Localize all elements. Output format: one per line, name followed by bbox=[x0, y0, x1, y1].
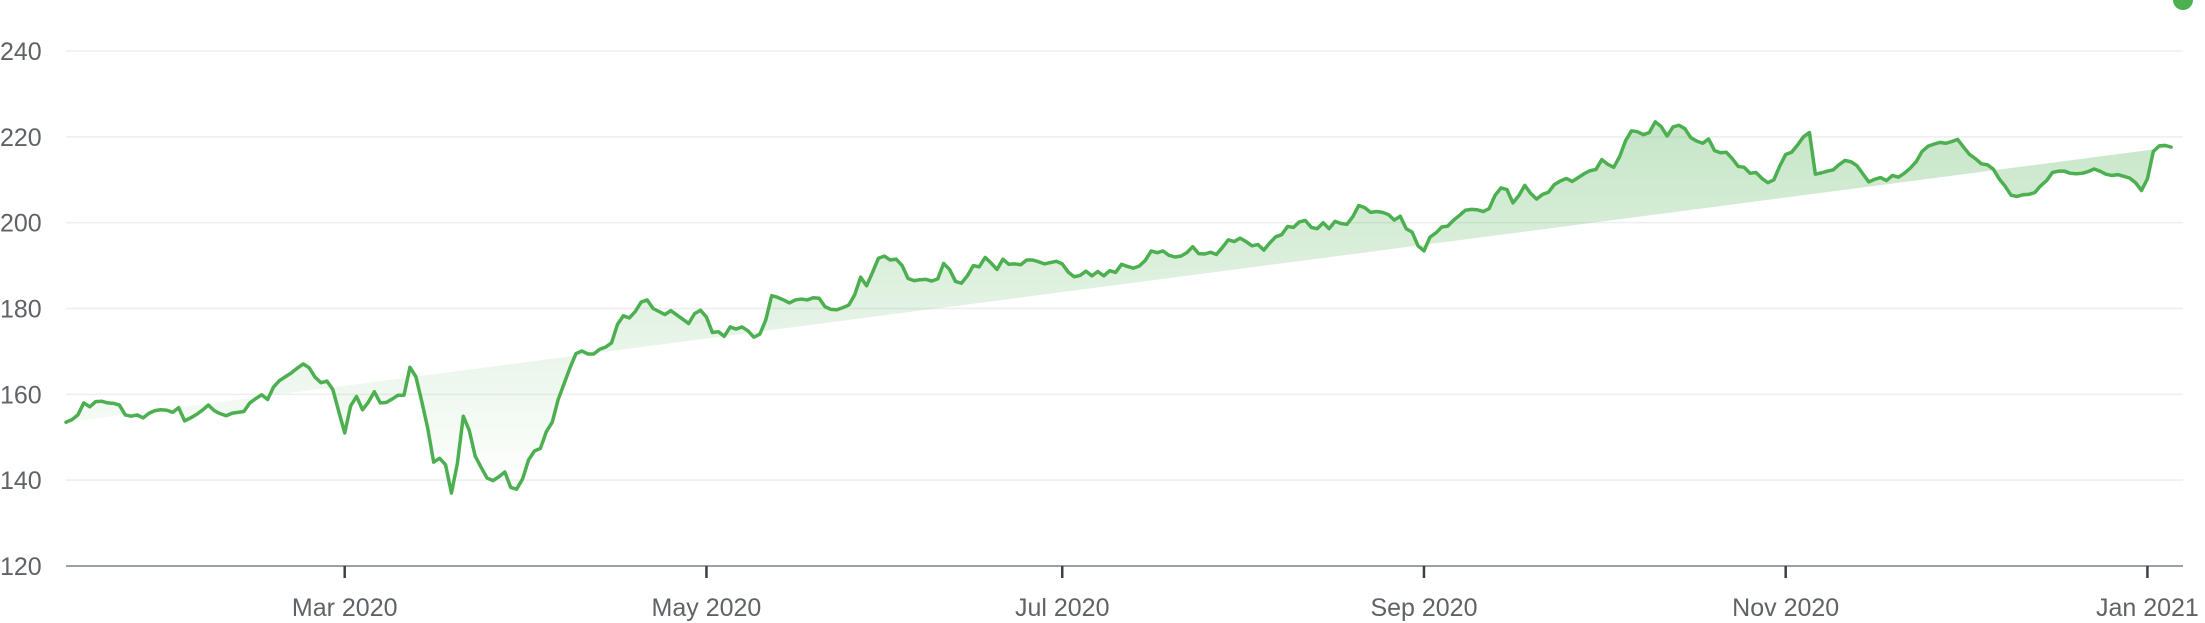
y-tick-label: 200 bbox=[0, 210, 42, 238]
x-tick-label: Jan 2021 bbox=[2096, 594, 2199, 622]
price-area-fill bbox=[66, 121, 2172, 494]
y-axis: 120 140 160 180 200 220 240 bbox=[0, 38, 42, 581]
price-line bbox=[64, 120, 2173, 495]
x-axis: Mar 2020 May 2020 Jul 2020 Sep 2020 Nov 2020… bbox=[292, 566, 2199, 622]
y-tick-label: 180 bbox=[0, 296, 42, 324]
y-tick-label: 160 bbox=[0, 381, 42, 409]
y-tick-label: 220 bbox=[0, 124, 42, 152]
last-price-marker[interactable] bbox=[2173, 0, 2193, 10]
x-tick-label: Nov 2020 bbox=[1732, 594, 1839, 622]
x-tick-label: May 2020 bbox=[652, 594, 762, 622]
x-tick-label: Mar 2020 bbox=[292, 594, 398, 622]
x-tick-label: Sep 2020 bbox=[1370, 594, 1477, 622]
y-tick-label: 120 bbox=[0, 553, 42, 581]
y-tick-label: 140 bbox=[0, 467, 42, 495]
x-tick-label: Jul 2020 bbox=[1015, 594, 1110, 622]
y-tick-label: 240 bbox=[0, 38, 42, 66]
